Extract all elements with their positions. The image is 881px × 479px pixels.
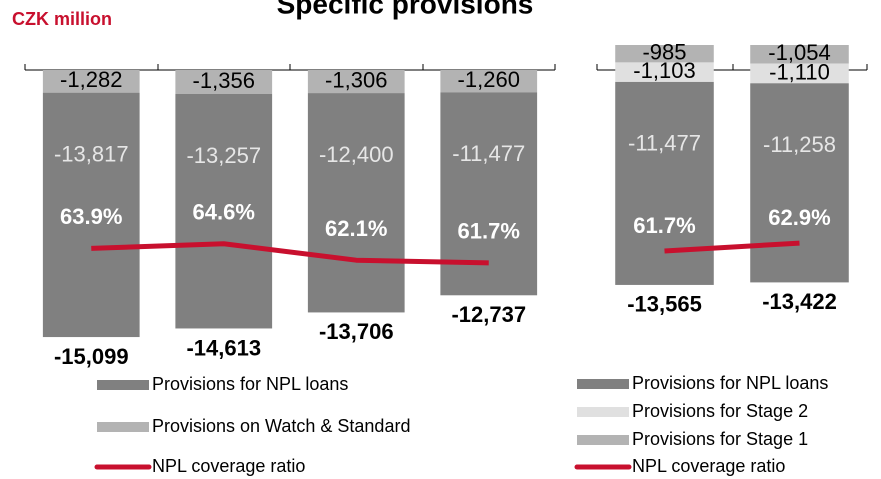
chart-title: Specific provisions bbox=[277, 0, 534, 19]
total-label: -12,737 bbox=[451, 302, 526, 327]
bar-segment bbox=[750, 83, 849, 283]
legend-swatch bbox=[577, 435, 629, 445]
legend-label: Provisions for Stage 1 bbox=[632, 429, 808, 449]
bar-segment bbox=[175, 93, 273, 329]
legend-swatch bbox=[97, 380, 149, 390]
segment-label: -11,258 bbox=[763, 132, 836, 157]
bar-segment bbox=[615, 81, 714, 285]
total-label: -13,565 bbox=[627, 292, 702, 317]
bar-segment bbox=[750, 63, 849, 84]
legend-label: NPL coverage ratio bbox=[632, 456, 785, 476]
segment-label: -1,260 bbox=[458, 67, 520, 92]
ratio-label: 62.1% bbox=[325, 216, 387, 241]
segment-label: -1,306 bbox=[325, 67, 387, 92]
bar-segment bbox=[440, 70, 538, 93]
segment-label: -1,103 bbox=[633, 58, 695, 83]
bar-segment bbox=[750, 45, 849, 64]
ratio-line bbox=[664, 240, 800, 254]
segment-label: -1,110 bbox=[769, 59, 830, 84]
ratio-label: 61.7% bbox=[633, 213, 695, 238]
ratio-label: 62.9% bbox=[768, 205, 830, 230]
total-label: -14,613 bbox=[186, 335, 261, 360]
legend-label: Provisions for NPL loans bbox=[152, 374, 348, 394]
bar-segment bbox=[307, 70, 405, 94]
legend-label: NPL coverage ratio bbox=[152, 456, 305, 476]
ratio-line bbox=[91, 241, 489, 266]
ratio-label: 61.7% bbox=[458, 219, 520, 244]
bar-segment bbox=[615, 45, 714, 63]
total-label: -13,706 bbox=[319, 319, 394, 344]
segment-label: -13,817 bbox=[54, 141, 129, 166]
ratio-label: 64.6% bbox=[193, 200, 255, 225]
legend-swatch bbox=[97, 422, 149, 432]
bar-segment bbox=[307, 93, 405, 313]
segment-label: -1,282 bbox=[60, 67, 122, 92]
segment-label: -11,477 bbox=[628, 131, 701, 156]
segment-label: -985 bbox=[642, 40, 686, 65]
bar-segment bbox=[175, 70, 273, 94]
segment-label: -1,054 bbox=[768, 40, 830, 65]
ratio-label: 63.9% bbox=[60, 204, 122, 229]
bar-segment bbox=[440, 92, 538, 296]
legend-label: Provisions on Watch & Standard bbox=[152, 416, 410, 436]
segment-label: -12,400 bbox=[319, 142, 394, 167]
unit-label: CZK million bbox=[12, 9, 112, 29]
bar-segment bbox=[42, 92, 140, 338]
segment-label: -1,356 bbox=[193, 68, 255, 93]
bar-segment bbox=[42, 70, 140, 93]
legend-label: Provisions for NPL loans bbox=[632, 373, 828, 393]
segment-label: -11,477 bbox=[452, 141, 525, 166]
legend-swatch bbox=[577, 379, 629, 389]
total-label: -15,099 bbox=[54, 344, 129, 369]
axis-line bbox=[596, 64, 868, 71]
bar-segment bbox=[615, 62, 714, 82]
total-label: -13,422 bbox=[762, 289, 837, 314]
legend-label: Provisions for Stage 2 bbox=[632, 401, 808, 421]
segment-label: -13,257 bbox=[186, 143, 261, 168]
axis-line bbox=[24, 64, 556, 71]
legend-swatch bbox=[577, 407, 629, 417]
